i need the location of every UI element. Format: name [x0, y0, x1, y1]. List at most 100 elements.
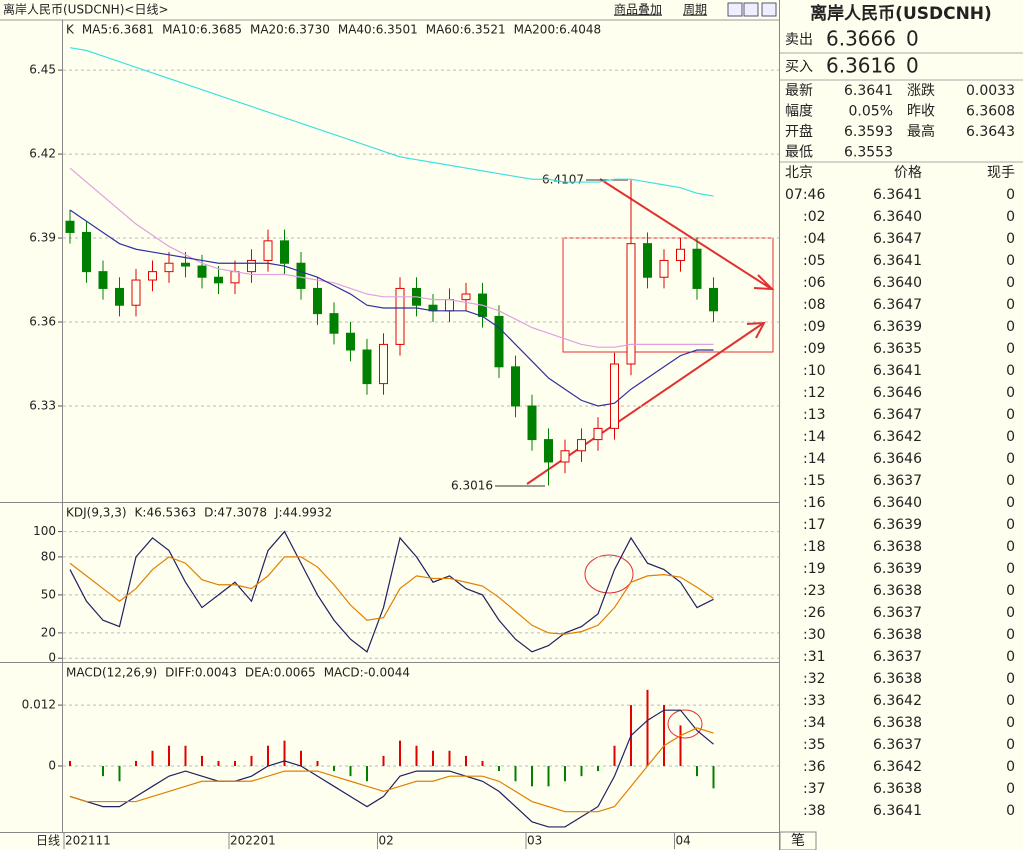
- stat-label: 开盘: [785, 123, 813, 140]
- table-cell: :36: [803, 759, 826, 775]
- table-cell: 0: [1006, 781, 1015, 797]
- stat-value: 6.3593: [844, 124, 893, 140]
- candle-body: [527, 405, 537, 441]
- period-link[interactable]: 周期: [683, 3, 707, 17]
- candle-body: [461, 293, 471, 301]
- table-cell: 0: [1006, 297, 1015, 313]
- table-cell: 0: [1006, 627, 1015, 643]
- indicator-line: [69, 556, 714, 635]
- table-cell: 6.3640: [873, 275, 922, 291]
- table-cell: 07:46: [785, 187, 825, 203]
- table-cell: :16: [803, 495, 826, 511]
- table-cell: :32: [803, 671, 826, 687]
- table-header: 价格: [894, 165, 922, 181]
- table-cell: 6.3647: [873, 231, 922, 247]
- legend-entry: J:44.9932: [274, 506, 332, 520]
- indicator-line: [69, 209, 714, 407]
- candle-body: [214, 276, 223, 284]
- nav-buttons[interactable]: [727, 2, 777, 17]
- table-cell: 0: [1006, 187, 1015, 203]
- table-cell: 6.3637: [873, 737, 922, 753]
- stat-label: 涨跌: [907, 83, 935, 99]
- stat-value: 6.3641: [844, 83, 893, 99]
- table-cell: 0: [1006, 209, 1015, 225]
- x-tick-label: 202201: [230, 834, 276, 848]
- table-cell: 0: [1006, 451, 1015, 467]
- stat-value: 6.3553: [844, 145, 893, 161]
- table-cell: :13: [803, 407, 826, 423]
- y-tick-label: 100: [33, 524, 56, 538]
- stat-label: 最低: [785, 145, 813, 161]
- candle-body: [709, 287, 718, 312]
- quote-title: 离岸人民币(USDCNH): [810, 3, 992, 24]
- table-cell: 0: [1006, 737, 1015, 753]
- table-cell: 6.3641: [873, 253, 922, 269]
- table-cell: :09: [803, 341, 826, 357]
- table-cell: 0: [1006, 253, 1015, 269]
- price: 6.3666: [826, 27, 896, 51]
- indicator-line: [69, 47, 714, 197]
- candle-body: [197, 265, 207, 278]
- candle-body: [362, 349, 372, 385]
- table-cell: 6.3635: [873, 341, 922, 357]
- y-tick-label: 80: [41, 549, 56, 563]
- table-cell: 6.3640: [873, 495, 922, 511]
- table-cell: 6.3637: [873, 473, 922, 489]
- stat-value: 6.3643: [966, 124, 1015, 140]
- candle-body: [164, 262, 174, 273]
- candle-body: [626, 243, 636, 365]
- stat-label: 幅度: [785, 104, 813, 120]
- table-cell: 6.3638: [873, 627, 922, 643]
- table-cell: :14: [803, 451, 826, 467]
- quote-panel: 离岸人民币(USDCNH) 卖出 6.3666 0 买入 6.3616 0 最新 6.3641 涨…: [779, 3, 1023, 850]
- table-cell: :38: [803, 803, 826, 819]
- table-cell: 0: [1006, 693, 1015, 709]
- table-cell: 6.3639: [873, 319, 922, 335]
- table-cell: :23: [803, 583, 826, 599]
- table-cell: 6.3638: [873, 671, 922, 687]
- candle-body: [148, 271, 157, 281]
- table-cell: :15: [803, 473, 826, 489]
- candle-body: [560, 450, 570, 463]
- candle-body: [692, 248, 702, 289]
- table-cell: :17: [803, 517, 826, 533]
- table-cell: 6.3641: [873, 363, 922, 379]
- candle-body: [131, 279, 141, 306]
- candle-body: [98, 271, 108, 289]
- legend-entry: MA40:6.3501: [338, 23, 418, 37]
- table-cell: 0: [1006, 473, 1015, 489]
- indicator-line: [69, 727, 714, 813]
- table-cell: 0: [1006, 671, 1015, 687]
- candle-body: [296, 262, 306, 289]
- y-tick-label: 0.012: [22, 698, 56, 712]
- legend-entry: MA10:6.3685: [162, 23, 242, 37]
- table-cell: :18: [803, 539, 826, 555]
- tab-label[interactable]: 笔: [791, 833, 805, 849]
- candle-body: [676, 248, 685, 261]
- table-cell: 0: [1006, 715, 1015, 731]
- table-cell: 0: [1006, 803, 1015, 819]
- candle-body: [263, 240, 273, 261]
- table-cell: :10: [803, 363, 826, 379]
- table-cell: 6.3639: [873, 517, 922, 533]
- stat-value: 6.3608: [966, 104, 1015, 120]
- candle-body: [544, 439, 553, 463]
- table-cell: :09: [803, 319, 826, 335]
- candle-body: [181, 262, 190, 267]
- table-header: 北京: [785, 165, 813, 181]
- stat-value: 0.05%: [849, 104, 893, 120]
- table-cell: 0: [1006, 649, 1015, 665]
- x-tick-label: 04: [676, 834, 691, 848]
- legend-entry: DIFF:0.0043: [165, 666, 237, 680]
- indicator-line: [69, 530, 714, 653]
- legend-entry: DEA:0.0065: [245, 666, 316, 680]
- table-cell: :33: [803, 693, 826, 709]
- period-label: 日线: [36, 834, 60, 848]
- y-tick-label: 6.45: [29, 63, 56, 77]
- table-cell: 0: [1006, 341, 1015, 357]
- table-cell: 6.3638: [873, 781, 922, 797]
- window-title: 离岸人民币(USDCNH)<日线>: [3, 2, 169, 17]
- overlay-link[interactable]: 商品叠加: [614, 2, 662, 17]
